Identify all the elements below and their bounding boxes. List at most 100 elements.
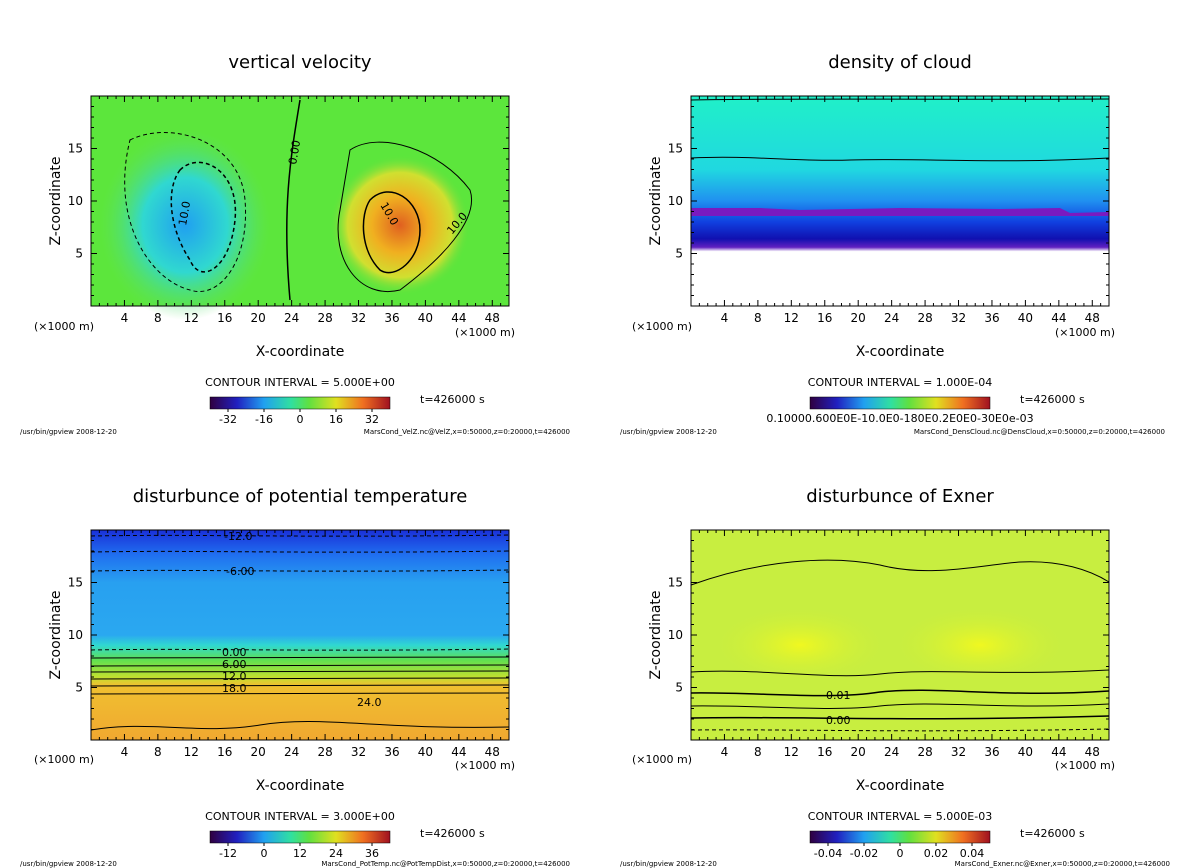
x-tick-label: 8 bbox=[154, 311, 162, 325]
x-tick-label: 36 bbox=[984, 311, 999, 325]
x-tick-label: 8 bbox=[154, 745, 162, 759]
contour-line bbox=[690, 728, 1110, 732]
footer-left: /usr/bin/gpview 2008-12-20 bbox=[20, 428, 117, 436]
colorbar-tick-label: -0.04 bbox=[814, 847, 842, 860]
time-label: t=426000 s bbox=[420, 827, 485, 840]
colorbar-ticks: -32 -16 0 16 32 bbox=[219, 409, 379, 426]
colorbar-tick-label: 0.04 bbox=[960, 847, 985, 860]
x-tick-label: 16 bbox=[217, 745, 232, 759]
x-tick-label: 40 bbox=[418, 311, 433, 325]
y-axis-label: Z-coordinate bbox=[648, 590, 664, 679]
contour-negative bbox=[170, 161, 237, 273]
y-axis-label: Z-coordinate bbox=[48, 590, 64, 679]
x-tick-label: 36 bbox=[384, 311, 399, 325]
x-unit-left: (×1000 m) bbox=[34, 753, 94, 766]
x-tick-label: 32 bbox=[951, 745, 966, 759]
contour-line bbox=[90, 664, 510, 667]
panel-exner: disturbunce of Exner 0.01 0.00 4 8 12 16 20 2… bbox=[620, 486, 1170, 868]
colorbar-tick-label: -16 bbox=[255, 413, 273, 426]
y-axis-label: Z-coordinate bbox=[648, 156, 664, 245]
x-tick-label: 36 bbox=[984, 745, 999, 759]
x-tick-label: 12 bbox=[184, 745, 199, 759]
contour-line bbox=[90, 550, 510, 553]
x-axis-label: X-coordinate bbox=[856, 344, 945, 360]
x-tick-label: 32 bbox=[951, 311, 966, 325]
x-unit-left: (×1000 m) bbox=[632, 753, 692, 766]
contour-line bbox=[690, 689, 1110, 697]
colorbar-tick-label: 0 bbox=[261, 847, 268, 860]
x-tick-label: 12 bbox=[784, 745, 799, 759]
time-label: t=426000 s bbox=[420, 393, 485, 406]
x-tick-label: 32 bbox=[351, 745, 366, 759]
x-tick-label: 48 bbox=[485, 745, 500, 759]
exner-maximum bbox=[710, 605, 890, 685]
contour-label: 10.0 bbox=[176, 200, 193, 226]
colorbar bbox=[209, 396, 391, 410]
x-unit-left: (×1000 m) bbox=[632, 320, 692, 333]
colorbar-ticks: -12 0 12 24 36 bbox=[219, 843, 379, 860]
x-unit-left: (×1000 m) bbox=[34, 320, 94, 333]
contour-label: 24.0 bbox=[357, 696, 382, 709]
colorbar-tick-label: 24 bbox=[329, 847, 343, 860]
colorbar-tick-label: 16 bbox=[329, 413, 343, 426]
x-tick-label: 8 bbox=[754, 745, 762, 759]
contour-line bbox=[690, 559, 1110, 586]
x-tick-label: 32 bbox=[351, 311, 366, 325]
contour-zero bbox=[285, 99, 301, 301]
x-tick-label: 4 bbox=[121, 311, 129, 325]
x-tick-label: 28 bbox=[917, 745, 932, 759]
y-tick-label: 15 bbox=[668, 576, 683, 590]
footer-right: MarsCond_Exner.nc@Exner,x=0:50000,z=0:20… bbox=[955, 860, 1170, 868]
y-axis-ticks: 5 10 15 bbox=[68, 529, 509, 741]
x-axis-label: X-coordinate bbox=[856, 778, 945, 794]
footer-right: MarsCond_PotTemp.nc@PotTempDist,x=0:5000… bbox=[321, 860, 570, 868]
contour-line bbox=[690, 156, 1110, 162]
chart-title: vertical velocity bbox=[228, 52, 372, 73]
x-tick-label: 12 bbox=[784, 311, 799, 325]
y-axis-label: Z-coordinate bbox=[48, 156, 64, 245]
y-tick-label: 15 bbox=[668, 142, 683, 156]
contour-interval: CONTOUR INTERVAL = 3.000E+00 bbox=[205, 810, 395, 823]
x-tick-label: 44 bbox=[1051, 311, 1066, 325]
contour-line bbox=[90, 677, 510, 680]
contour-positive bbox=[362, 191, 421, 274]
x-unit-right: (×1000 m) bbox=[1055, 759, 1115, 772]
contour-interval: CONTOUR INTERVAL = 5.000E+00 bbox=[205, 376, 395, 389]
x-tick-label: 48 bbox=[1085, 311, 1100, 325]
y-tick-label: 5 bbox=[75, 247, 83, 261]
x-tick-label: 12 bbox=[184, 311, 199, 325]
contour-label: 0.00 bbox=[222, 646, 247, 659]
contour-line bbox=[90, 692, 510, 695]
plot-area bbox=[91, 530, 509, 740]
x-axis-ticks: 4 8 12 16 20 24 28 32 36 40 44 48 bbox=[690, 530, 1110, 759]
x-tick-label: 24 bbox=[884, 311, 899, 325]
cloud-base-band bbox=[691, 208, 1109, 216]
y-tick-label: 10 bbox=[668, 194, 683, 208]
colorbar bbox=[209, 830, 391, 844]
x-tick-label: 44 bbox=[451, 311, 466, 325]
y-tick-label: 10 bbox=[68, 194, 83, 208]
x-tick-label: 16 bbox=[817, 311, 832, 325]
contour-line bbox=[690, 703, 1110, 709]
colorbar-tick-label: 0 bbox=[297, 413, 304, 426]
x-axis-ticks: 4 8 12 16 20 24 28 32 36 40 44 48 bbox=[690, 96, 1110, 325]
time-label: t=426000 s bbox=[1020, 393, 1085, 406]
colorbar-tick-label: 12 bbox=[293, 847, 307, 860]
x-unit-right: (×1000 m) bbox=[455, 759, 515, 772]
x-axis-label: X-coordinate bbox=[256, 344, 345, 360]
contour-line bbox=[690, 669, 1110, 677]
x-tick-label: 20 bbox=[851, 745, 866, 759]
x-tick-label: 28 bbox=[917, 311, 932, 325]
x-tick-label: 24 bbox=[884, 745, 899, 759]
y-axis-ticks: 5 10 15 bbox=[68, 95, 509, 307]
contour-line bbox=[90, 656, 510, 659]
x-tick-label: 4 bbox=[721, 311, 729, 325]
x-tick-label: 4 bbox=[721, 745, 729, 759]
x-tick-label: 20 bbox=[851, 311, 866, 325]
contour-line bbox=[690, 715, 1110, 720]
colorbar bbox=[809, 396, 991, 410]
x-tick-label: 20 bbox=[251, 745, 266, 759]
chart-title: density of cloud bbox=[828, 52, 972, 73]
